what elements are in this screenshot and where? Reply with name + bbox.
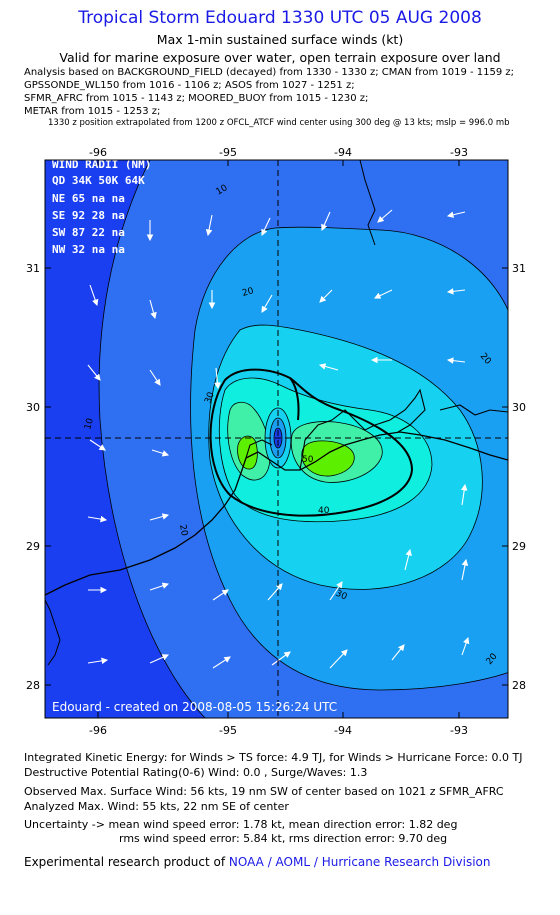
- map-subtitle: Max 1-min sustained surface winds (kt): [156, 32, 404, 47]
- core-east: [301, 440, 355, 477]
- ring-inner: [289, 377, 300, 421]
- lon-tick-label: -93: [450, 146, 468, 159]
- credit-prefix: Experimental research product of: [24, 855, 229, 869]
- analysis-line: Analysis based on BACKGROUND_FIELD (deca…: [24, 67, 515, 78]
- contour-label: 10: [83, 417, 96, 431]
- map-subtitle-exposure: Valid for marine exposure over water, op…: [59, 50, 501, 65]
- wind-radii-row: SW 87 22 na: [52, 226, 125, 239]
- contour-label: 30: [203, 391, 216, 405]
- credit-line: Experimental research product of NOAA / …: [24, 855, 490, 869]
- lon-tick-label: -94: [334, 146, 352, 159]
- position-note: 1330 z position extrapolated from 1200 z…: [48, 118, 510, 128]
- lat-tick-label: 29: [512, 540, 526, 553]
- plot-frame: [44, 159, 509, 719]
- lon-tick-label: -96: [89, 724, 107, 737]
- analysis-line: SFMR_AFRC from 1015 - 1143 z; MOORED_BUO…: [24, 93, 369, 104]
- created-stamp: Edouard - created on 2008-08-05 15:26:24…: [52, 700, 337, 714]
- wind-arrows: [87, 209, 470, 669]
- lat-tick-label: 28: [26, 679, 40, 692]
- lat-tick-label: 31: [26, 262, 40, 275]
- lat-tick-label: 31: [512, 262, 526, 275]
- wind-radii-title: WIND RADII (NM): [52, 158, 151, 171]
- analysis-line: METAR from 1015 - 1253 z;: [24, 106, 161, 117]
- credit-org-link[interactable]: NOAA / AOML / Hurricane Research Divisio…: [228, 855, 491, 869]
- wind-field: 10 20 30 40 50 10 20 30 20 20 WIND RADII…: [45, 158, 508, 718]
- wind-radii-row: NW 32 na na: [52, 243, 125, 256]
- river-sabine: [359, 160, 376, 246]
- coast-south: [45, 599, 61, 666]
- coastline: [45, 431, 508, 596]
- lon-tick-label: -95: [219, 146, 237, 159]
- dpr-line: Destructive Potential Rating(0-6) Wind: …: [24, 766, 368, 779]
- analysis-line: GPSSONDE_WL150 from 1016 - 1106 z; ASOS …: [24, 80, 355, 91]
- lat-tick-label: 30: [512, 401, 526, 414]
- lon-tick-label: -93: [450, 724, 468, 737]
- wind-radii-row: NE 65 na na: [52, 192, 125, 205]
- uncertainty-rms-line: rms wind speed error: 5.84 kt, rms direc…: [119, 832, 448, 845]
- wind-map: 10 20 30 40 50 10 20 30 20 20 WIND RADII…: [26, 146, 526, 737]
- lon-tick-label: -95: [219, 724, 237, 737]
- contour-label: 40: [318, 506, 330, 516]
- lon-tick-label: -96: [89, 146, 107, 159]
- lat-ticks: [45, 267, 508, 686]
- bay-shoreline: [245, 388, 508, 471]
- ike-line: Integrated Kinetic Energy: for Winds > T…: [24, 751, 523, 764]
- lat-tick-label: 29: [26, 540, 40, 553]
- map-title: Tropical Storm Edouard 1330 UTC 05 AUG 2…: [78, 8, 482, 28]
- contour-label: 50: [302, 455, 314, 465]
- lon-ticks: [97, 160, 460, 718]
- wind-radii-header: QD 34K 50K 64K: [52, 174, 145, 187]
- contour-label: 20: [241, 286, 255, 299]
- observed-max-line: Observed Max. Surface Wind: 56 kts, 19 n…: [24, 785, 504, 798]
- contour-label: 20: [177, 524, 189, 537]
- lat-tick-label: 28: [512, 679, 526, 692]
- uncertainty-mean-line: Uncertainty -> mean wind speed error: 1.…: [24, 818, 458, 831]
- lon-tick-label: -94: [334, 724, 352, 737]
- analyzed-max-line: Analyzed Max. Wind: 55 kts, 22 nm SE of …: [24, 800, 289, 813]
- wind-radii-row: SE 92 28 na: [52, 209, 125, 222]
- contour-label: 30: [334, 589, 349, 603]
- lat-tick-label: 30: [26, 401, 40, 414]
